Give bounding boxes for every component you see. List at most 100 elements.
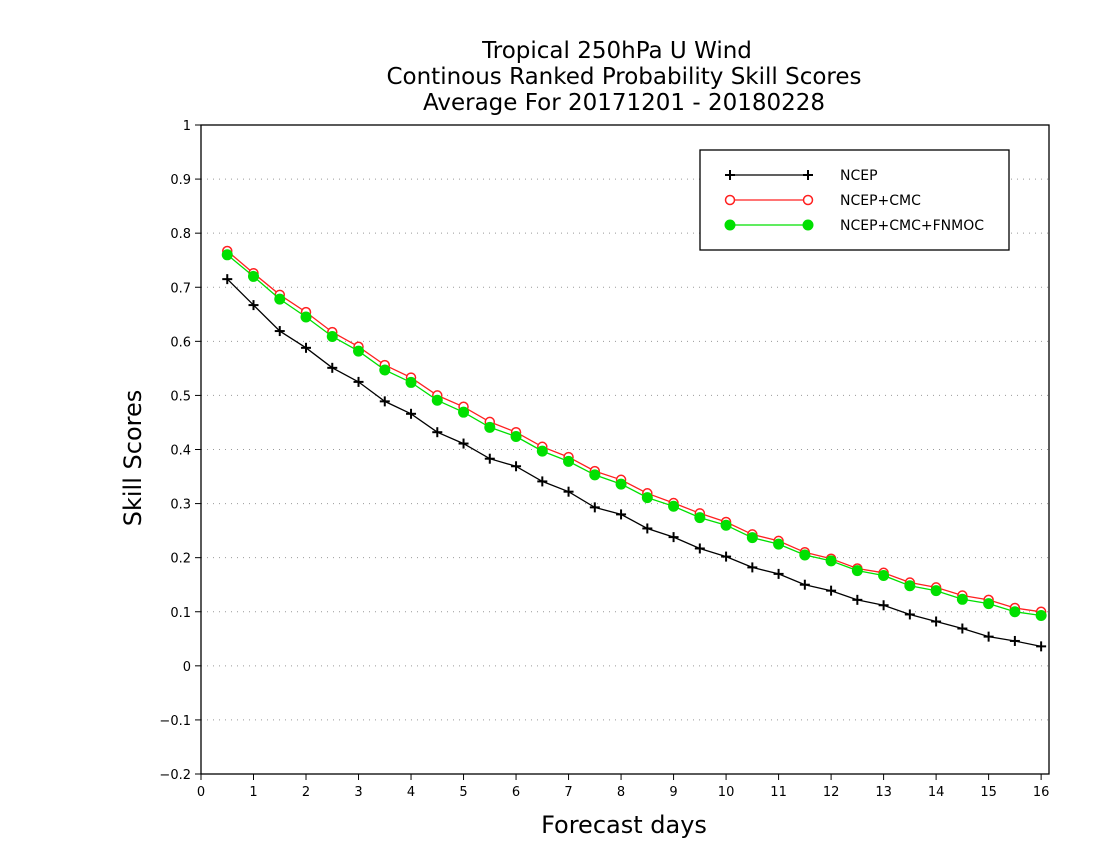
x-tick-label: 12	[823, 785, 840, 800]
x-tick-label: 5	[459, 785, 467, 800]
chart-title-line-3: Average For 20171201 - 20180228	[423, 90, 825, 116]
data-point-ncep	[353, 376, 364, 387]
legend-marker-end	[803, 170, 813, 180]
y-tick-label: 0.4	[170, 444, 191, 459]
axis-ticks: −0.2−0.100.10.20.30.40.50.60.70.80.910 1 2…	[159, 119, 1049, 800]
data-point-ncep	[406, 408, 417, 419]
x-tick-label: 6	[512, 785, 520, 800]
chart-title-line-2: Continous Ranked Probability Skill Score…	[386, 64, 861, 90]
x-tick-label: 14	[928, 785, 945, 800]
legend-marker-start	[724, 194, 736, 206]
data-point-ncep-cmc-fnmoc	[248, 270, 260, 282]
legend-items: NCEP NCEP+CMC NCEP+CMC+FNMOC	[724, 168, 984, 234]
series-ncep	[222, 274, 1047, 652]
y-tick-label: 0.2	[170, 552, 191, 567]
data-point-ncep-cmc-fnmoc	[641, 492, 653, 504]
x-axis-label: Forecast days	[541, 811, 707, 839]
series-ncep-cmc-fnmoc	[221, 249, 1047, 622]
data-point-ncep-cmc-fnmoc	[510, 431, 522, 443]
data-point-ncep-cmc-fnmoc	[274, 293, 286, 305]
data-point-ncep	[511, 461, 522, 472]
x-tick-label: 11	[770, 785, 787, 800]
x-tick-label: 8	[617, 785, 625, 800]
y-tick-label: 0.1	[170, 606, 191, 621]
legend-item-ncep-cmc: NCEP+CMC	[724, 193, 921, 209]
chart-title-line-1: Tropical 250hPa U Wind	[481, 38, 752, 64]
y-tick-label: 1	[183, 119, 191, 134]
y-tick-label: 0.9	[170, 173, 191, 188]
x-tick-label: 15	[980, 785, 997, 800]
x-tick-label: 16	[1033, 785, 1050, 800]
data-point-ncep-cmc-fnmoc	[221, 249, 233, 261]
x-tick-label: 2	[302, 785, 310, 800]
data-point-ncep	[616, 509, 627, 520]
y-tick-label: 0.8	[170, 227, 191, 242]
legend-label-ncep-cmc: NCEP+CMC	[840, 193, 921, 209]
data-point-ncep-cmc-fnmoc	[1009, 606, 1021, 618]
x-tick-label: 3	[354, 785, 362, 800]
data-point-ncep-cmc-fnmoc	[615, 478, 627, 490]
y-tick-label: −0.2	[159, 768, 191, 783]
x-tick-label: 10	[718, 785, 735, 800]
data-point-ncep	[694, 543, 705, 554]
data-point-ncep	[773, 568, 784, 579]
series-layer	[221, 245, 1047, 652]
data-point-ncep	[379, 396, 390, 407]
data-point-ncep	[799, 579, 810, 590]
data-point-ncep	[931, 616, 942, 627]
data-point-ncep	[563, 486, 574, 497]
data-point-ncep-cmc-fnmoc	[694, 512, 706, 524]
legend-marker-end	[802, 194, 814, 206]
series-line-ncep-cmc-fnmoc	[226, 254, 1042, 617]
data-point-ncep	[904, 609, 915, 620]
legend-label-ncep: NCEP	[840, 168, 878, 184]
y-tick-label: 0.7	[170, 281, 191, 296]
data-point-ncep-cmc-fnmoc	[484, 421, 496, 433]
data-point-ncep-cmc-fnmoc	[720, 519, 732, 531]
data-point-ncep-cmc-fnmoc	[300, 311, 312, 323]
plot-frame	[200, 124, 1050, 775]
y-tick-label: 0.5	[170, 389, 191, 404]
x-tick-label: 9	[669, 785, 677, 800]
data-point-ncep	[668, 532, 679, 543]
data-point-ncep-cmc-fnmoc	[589, 469, 601, 481]
y-tick-label: 0	[183, 660, 191, 675]
legend-label-ncep-cmc-fnmoc: NCEP+CMC+FNMOC	[840, 218, 984, 234]
data-point-ncep	[721, 551, 732, 562]
data-point-ncep	[826, 585, 837, 596]
series-ncep-cmc	[222, 245, 1047, 617]
data-point-ncep-cmc-fnmoc	[983, 598, 995, 610]
legend-item-ncep-cmc-fnmoc: NCEP+CMC+FNMOC	[724, 218, 984, 234]
x-tick-label: 0	[197, 785, 205, 800]
x-tick-label: 7	[564, 785, 572, 800]
legend-marker-end	[802, 219, 814, 231]
data-point-ncep-cmc-fnmoc	[746, 532, 758, 544]
data-point-ncep	[957, 623, 968, 634]
x-tick-label: 13	[875, 785, 892, 800]
legend-marker-start	[725, 170, 735, 180]
x-tick-label: 1	[249, 785, 257, 800]
data-point-ncep	[248, 300, 259, 311]
data-point-ncep	[1009, 635, 1020, 646]
data-point-ncep-cmc-fnmoc	[326, 330, 338, 342]
series-line-ncep-cmc	[226, 250, 1042, 613]
data-point-ncep-cmc-fnmoc	[904, 580, 916, 592]
gridlines	[201, 178, 1049, 721]
data-point-ncep	[1036, 641, 1047, 652]
data-point-ncep-cmc-fnmoc	[563, 455, 575, 467]
y-tick-label: 0.3	[170, 498, 191, 513]
data-point-ncep-cmc-fnmoc	[878, 570, 890, 582]
data-point-ncep-cmc-fnmoc	[956, 593, 968, 605]
data-point-ncep-cmc-fnmoc	[405, 376, 417, 388]
y-tick-label: −0.1	[159, 714, 191, 729]
data-point-ncep	[537, 476, 548, 487]
data-point-ncep	[642, 523, 653, 534]
data-point-ncep	[327, 362, 338, 373]
data-point-ncep	[458, 438, 469, 449]
data-point-ncep	[484, 453, 495, 464]
legend: NCEP NCEP+CMC NCEP+CMC+FNMOC	[699, 149, 1010, 251]
data-point-ncep-cmc-fnmoc	[825, 555, 837, 567]
data-point-ncep	[274, 326, 285, 337]
x-tick-label: 4	[407, 785, 415, 800]
